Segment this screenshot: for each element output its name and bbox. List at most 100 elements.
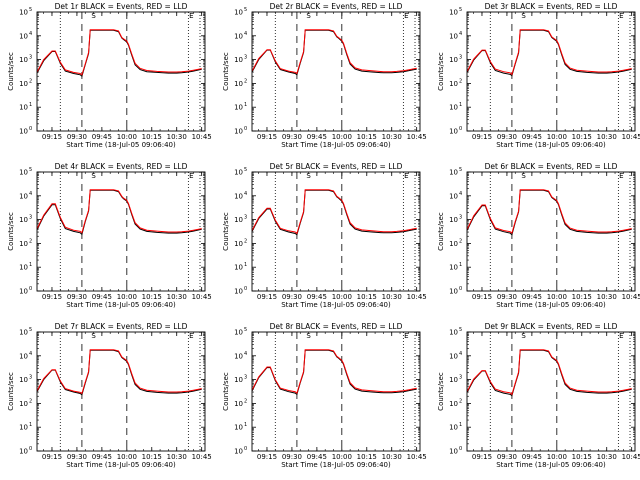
y-tick-exponent: 3 bbox=[29, 215, 32, 221]
y-tick-label: 10 bbox=[19, 32, 28, 40]
y-tick-label: 10 bbox=[449, 264, 458, 272]
x-tick-label: 10:45 bbox=[192, 293, 212, 301]
y-tick-exponent: 1 bbox=[244, 262, 247, 268]
y-tick-exponent: 3 bbox=[29, 375, 32, 381]
x-tick-label: 09:45 bbox=[522, 293, 542, 301]
y-tick-exponent: 2 bbox=[244, 78, 247, 84]
series-line-lld bbox=[252, 349, 417, 394]
x-tick-label: 10:45 bbox=[407, 453, 427, 461]
x-tick-label: 09:45 bbox=[92, 133, 112, 141]
x-axis-label: Start Time (18-Jul-05 09:06:40) bbox=[66, 461, 176, 469]
plot-frame bbox=[251, 331, 421, 452]
y-tick-label: 10 bbox=[449, 56, 458, 64]
y-tick-label: 10 bbox=[19, 288, 28, 296]
y-tick-exponent: 4 bbox=[459, 191, 462, 197]
y-tick-exponent: 1 bbox=[244, 422, 247, 428]
y-tick-exponent: 4 bbox=[459, 351, 462, 357]
y-tick-label: 10 bbox=[449, 169, 458, 177]
y-tick-label: 10 bbox=[19, 104, 28, 112]
series-line-events bbox=[37, 189, 202, 236]
y-tick-label: 10 bbox=[234, 104, 243, 112]
series-line-lld bbox=[467, 29, 632, 76]
plot-frame bbox=[466, 331, 636, 452]
plot-frame bbox=[466, 11, 636, 132]
x-tick-label: 09:15 bbox=[472, 453, 492, 461]
start-marker-label: S bbox=[91, 332, 96, 340]
y-tick-label: 10 bbox=[19, 192, 28, 200]
y-tick-label: 10 bbox=[449, 32, 458, 40]
y-tick-exponent: 1 bbox=[459, 422, 462, 428]
y-axis-label: Counts/sec bbox=[7, 372, 15, 411]
y-tick-label: 10 bbox=[234, 192, 243, 200]
y-tick-exponent: 5 bbox=[244, 7, 247, 13]
series-line-events bbox=[467, 29, 632, 77]
x-axis-label: Start Time (18-Jul-05 09:06:40) bbox=[281, 301, 391, 309]
series-line-lld bbox=[37, 189, 202, 234]
x-tick-label: 10:00 bbox=[547, 453, 567, 461]
series-line-events bbox=[252, 29, 417, 76]
y-tick-exponent: 0 bbox=[244, 126, 247, 132]
x-tick-label: 10:15 bbox=[357, 453, 377, 461]
end-marker-label: E bbox=[404, 12, 408, 20]
y-tick-exponent: 1 bbox=[29, 422, 32, 428]
x-tick-label: 09:15 bbox=[42, 293, 62, 301]
y-tick-label: 10 bbox=[449, 192, 458, 200]
y-tick-exponent: 5 bbox=[244, 327, 247, 333]
x-tick-label: 10:00 bbox=[547, 293, 567, 301]
y-tick-exponent: 0 bbox=[459, 286, 462, 292]
panel-title: Det 1r BLACK = Events, RED = LLD bbox=[55, 2, 188, 11]
y-tick-exponent: 3 bbox=[244, 215, 247, 221]
x-tick-label: 09:45 bbox=[522, 453, 542, 461]
y-axis-label: Counts/sec bbox=[7, 52, 15, 91]
y-tick-exponent: 0 bbox=[459, 446, 462, 452]
y-tick-label: 10 bbox=[234, 56, 243, 64]
plot-frame bbox=[36, 11, 206, 132]
x-tick-label: 10:00 bbox=[332, 133, 352, 141]
y-tick-label: 10 bbox=[449, 216, 458, 224]
x-tick-label: 10:00 bbox=[117, 453, 137, 461]
panel-title: Det 2r BLACK = Events, RED = LLD bbox=[270, 2, 403, 11]
y-tick-label: 10 bbox=[19, 376, 28, 384]
y-tick-exponent: 3 bbox=[244, 55, 247, 61]
y-axis-label: Counts/sec bbox=[222, 52, 230, 91]
y-tick-label: 10 bbox=[449, 448, 458, 456]
x-axis-label: Start Time (18-Jul-05 09:06:40) bbox=[281, 141, 391, 149]
x-tick-label: 10:30 bbox=[597, 453, 617, 461]
x-tick-label: 09:45 bbox=[92, 453, 112, 461]
y-tick-exponent: 1 bbox=[459, 102, 462, 108]
x-tick-label: 09:15 bbox=[42, 133, 62, 141]
x-tick-label: 10:15 bbox=[357, 133, 377, 141]
start-marker-label: S bbox=[91, 172, 96, 180]
y-tick-exponent: 4 bbox=[244, 191, 247, 197]
y-tick-label: 10 bbox=[234, 400, 243, 408]
x-tick-label: 09:30 bbox=[497, 133, 517, 141]
y-tick-exponent: 3 bbox=[244, 375, 247, 381]
x-tick-label: 10:30 bbox=[597, 133, 617, 141]
y-tick-label: 10 bbox=[19, 56, 28, 64]
x-tick-label: 09:30 bbox=[67, 133, 87, 141]
x-tick-label: 10:15 bbox=[572, 133, 592, 141]
y-tick-label: 10 bbox=[449, 352, 458, 360]
y-tick-label: 10 bbox=[449, 329, 458, 337]
x-tick-label: 10:30 bbox=[382, 133, 402, 141]
start-marker-label: S bbox=[306, 332, 311, 340]
y-tick-exponent: 0 bbox=[244, 286, 247, 292]
y-tick-label: 10 bbox=[19, 80, 28, 88]
panel-title: Det 4r BLACK = Events, RED = LLD bbox=[55, 162, 188, 171]
y-tick-label: 10 bbox=[19, 448, 28, 456]
y-tick-label: 10 bbox=[449, 9, 458, 17]
series-line-lld bbox=[37, 349, 202, 395]
plot-frame bbox=[466, 171, 636, 292]
x-tick-label: 09:30 bbox=[497, 453, 517, 461]
x-tick-label: 10:45 bbox=[192, 453, 212, 461]
y-tick-label: 10 bbox=[234, 216, 243, 224]
x-axis-label: Start Time (18-Jul-05 09:06:40) bbox=[496, 461, 606, 469]
start-marker-label: S bbox=[521, 172, 526, 180]
y-tick-label: 10 bbox=[234, 352, 243, 360]
panel-title: Det 3r BLACK = Events, RED = LLD bbox=[485, 2, 618, 11]
x-tick-label: 10:45 bbox=[192, 133, 212, 141]
series-line-events bbox=[37, 29, 202, 78]
